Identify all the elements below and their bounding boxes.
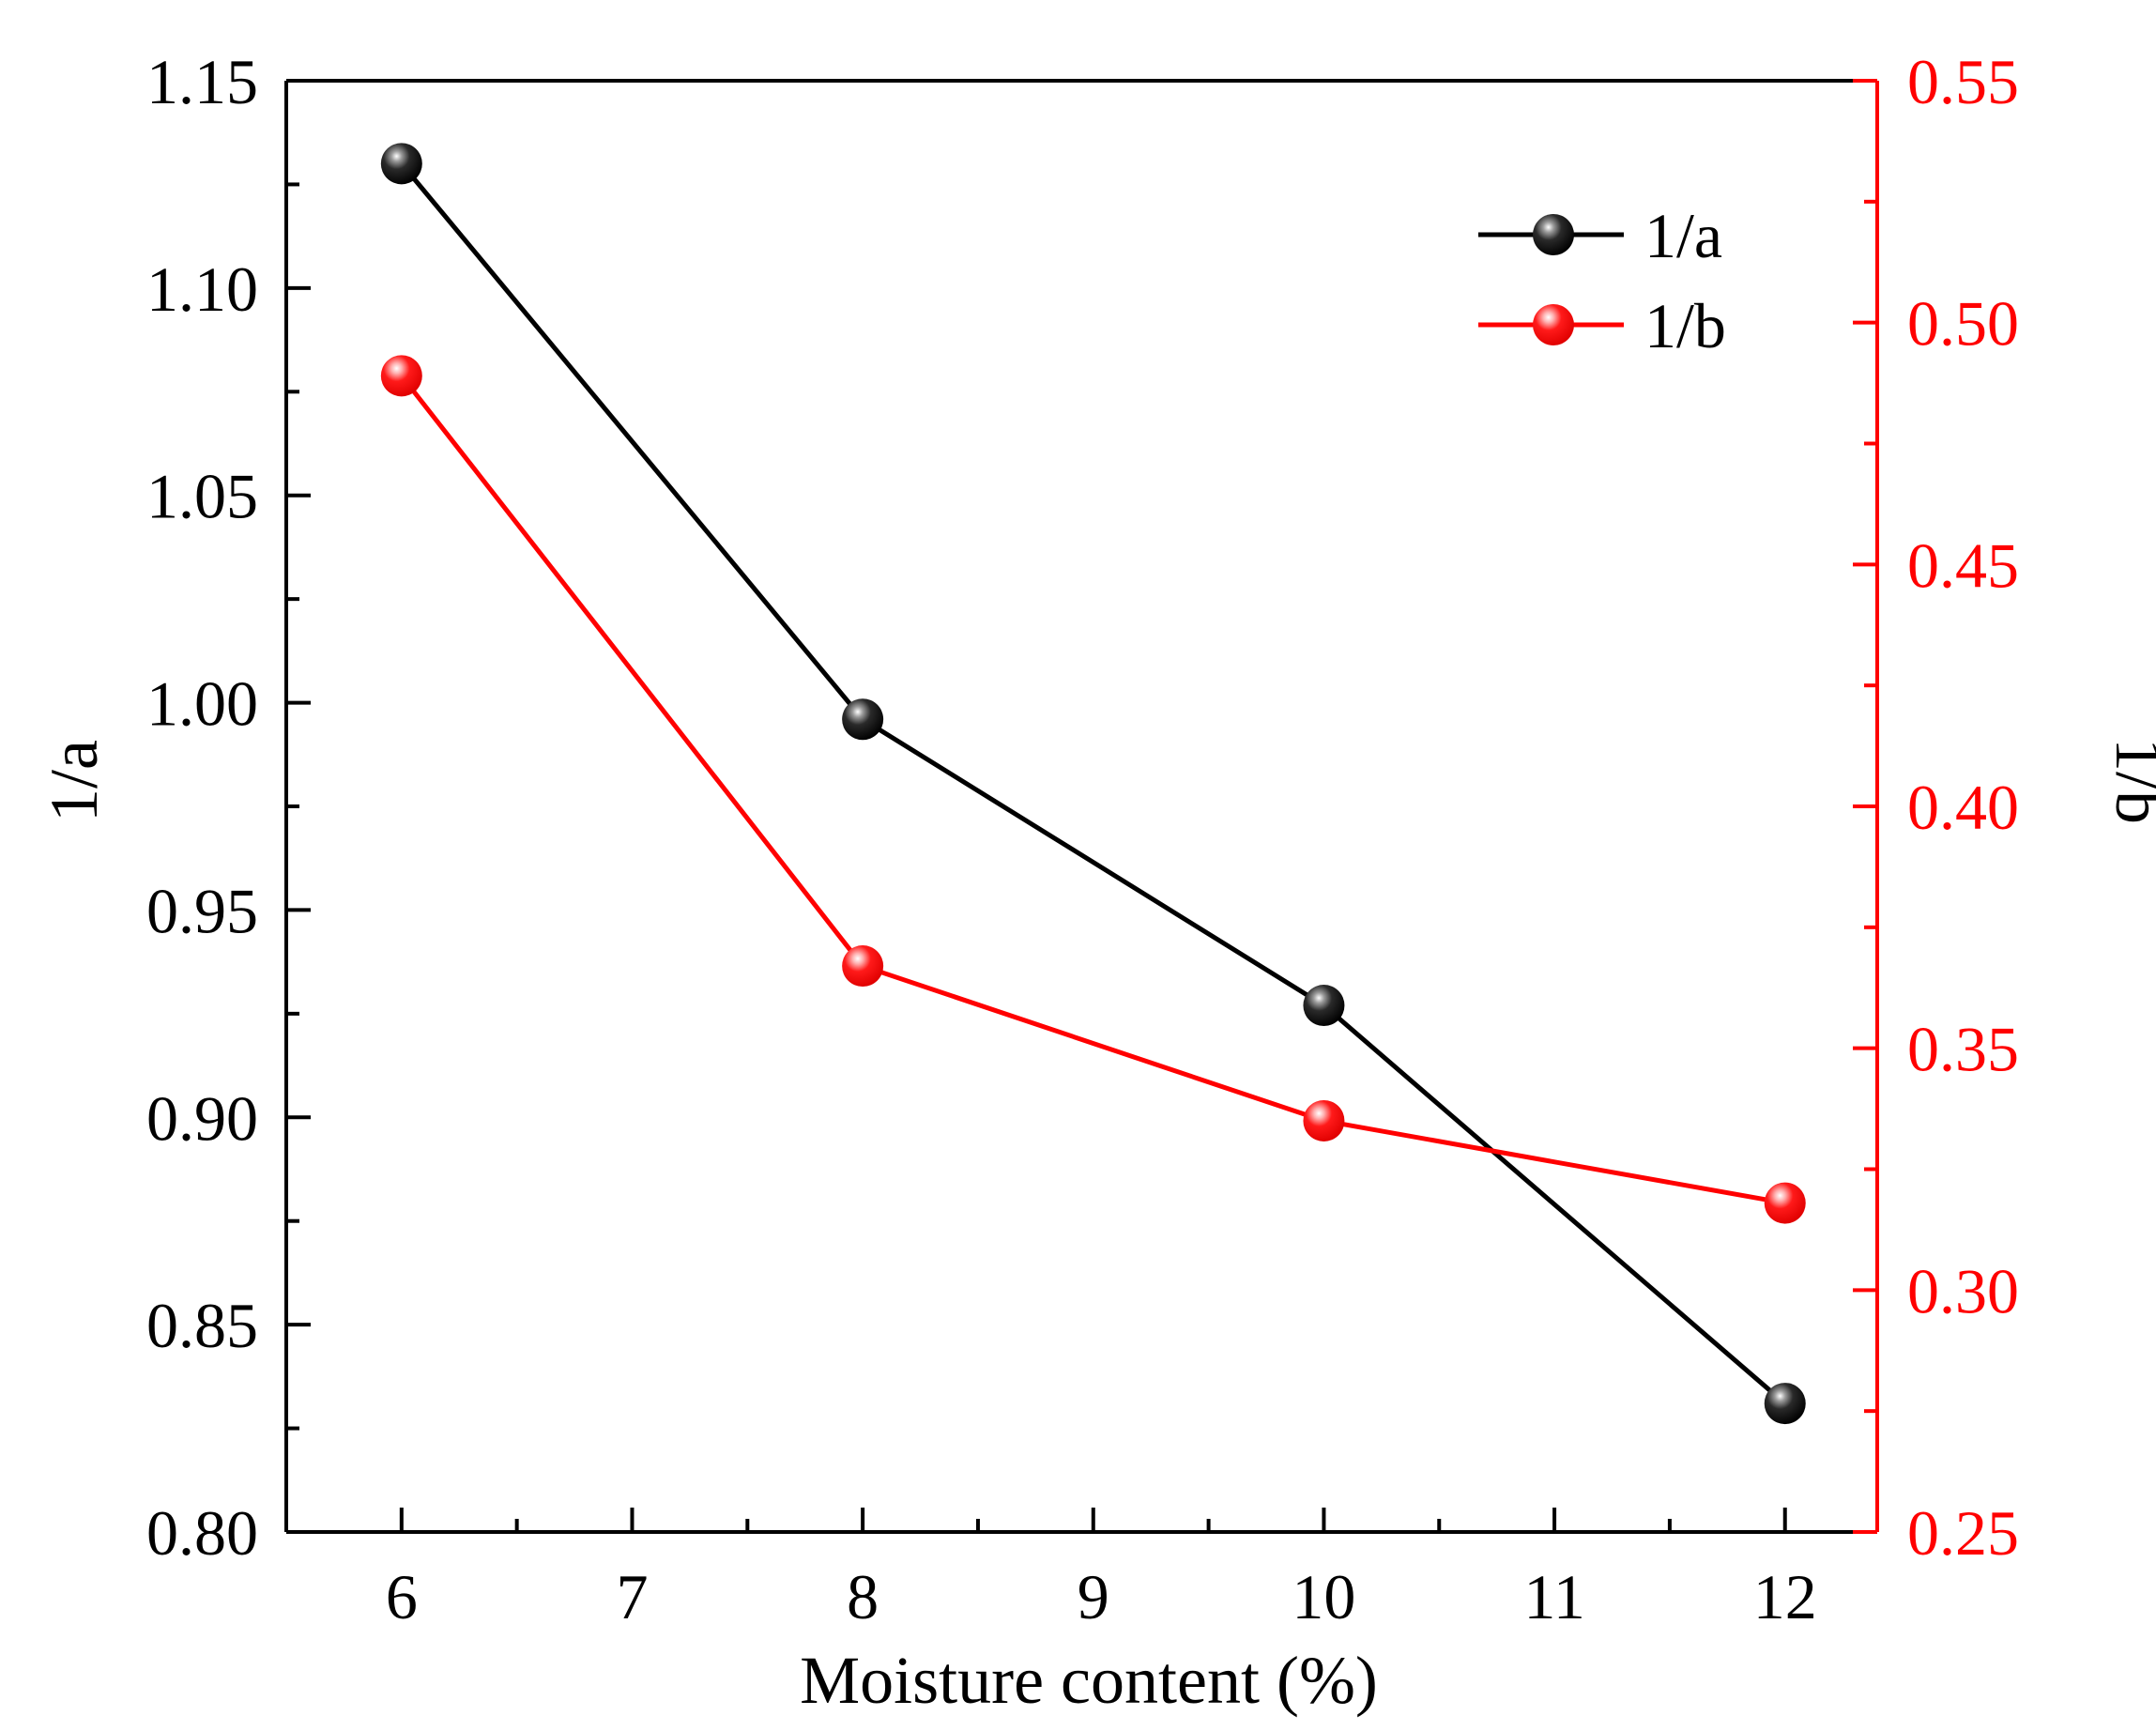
y-axis-title-left: 1/a [37, 740, 112, 822]
y-left-tick-label: 1.00 [146, 668, 258, 740]
data-point-1-a [842, 698, 884, 741]
series-line-1-a [399, 161, 1787, 1405]
legend-marker-1-a [1533, 214, 1574, 255]
y-left-tick-label: 0.80 [146, 1497, 258, 1569]
y-left-tick-label: 0.95 [146, 875, 258, 946]
data-point-1-a [1764, 1383, 1806, 1425]
data-point-1-a [380, 143, 422, 185]
y-axis-left: 0.80 0.85 0.90 0.95 1.00 1.05 1.10 1.15 [146, 46, 311, 1569]
x-axis: 6 7 8 9 10 11 12 [386, 1508, 1817, 1632]
x-tick-label: 8 [847, 1561, 879, 1632]
x-axis-title: Moisture content (%) [800, 1643, 1378, 1718]
y-right-tick-label: 0.30 [1907, 1255, 2019, 1326]
y-right-tick-label: 0.35 [1907, 1014, 2019, 1085]
y-right-tick-label: 0.45 [1907, 529, 2019, 601]
y-axis-right: 0.25 0.30 0.35 0.40 0.45 0.50 0.55 [1853, 46, 2019, 1569]
series-line-1-b [399, 374, 1786, 1206]
x-tick-label: 11 [1523, 1561, 1584, 1632]
legend-label-1-a: 1/a [1644, 200, 1722, 271]
y-right-tick-label: 0.55 [1907, 46, 2019, 117]
data-point-1-b [380, 355, 422, 397]
legend-label-1-b: 1/b [1644, 290, 1726, 361]
x-tick-label: 7 [616, 1561, 648, 1632]
series-layer [380, 143, 1806, 1425]
y-axis-title-right: 1/b [2102, 738, 2156, 824]
data-point-1-b [1303, 1099, 1345, 1141]
y-right-tick-label: 0.40 [1907, 772, 2019, 843]
y-left-tick-label: 1.05 [146, 461, 258, 532]
data-point-1-a [1303, 985, 1345, 1027]
x-tick-label: 9 [1078, 1561, 1109, 1632]
y-right-tick-label: 0.50 [1907, 288, 2019, 360]
x-tick-label: 12 [1753, 1561, 1817, 1632]
plot-frame [284, 79, 1879, 1534]
data-point-1-b [842, 945, 884, 988]
x-tick-label: 6 [386, 1561, 418, 1632]
legend-marker-1-b [1533, 304, 1574, 345]
y-left-tick-label: 1.15 [146, 46, 258, 117]
y-left-tick-label: 1.10 [146, 253, 258, 325]
y-left-tick-label: 0.90 [146, 1082, 258, 1154]
y-left-tick-label: 0.85 [146, 1290, 258, 1361]
legend: 1/a1/b [1478, 200, 1726, 361]
y-right-tick-label: 0.25 [1907, 1497, 2019, 1569]
x-tick-label: 10 [1292, 1561, 1355, 1632]
data-point-1-b [1764, 1182, 1806, 1224]
